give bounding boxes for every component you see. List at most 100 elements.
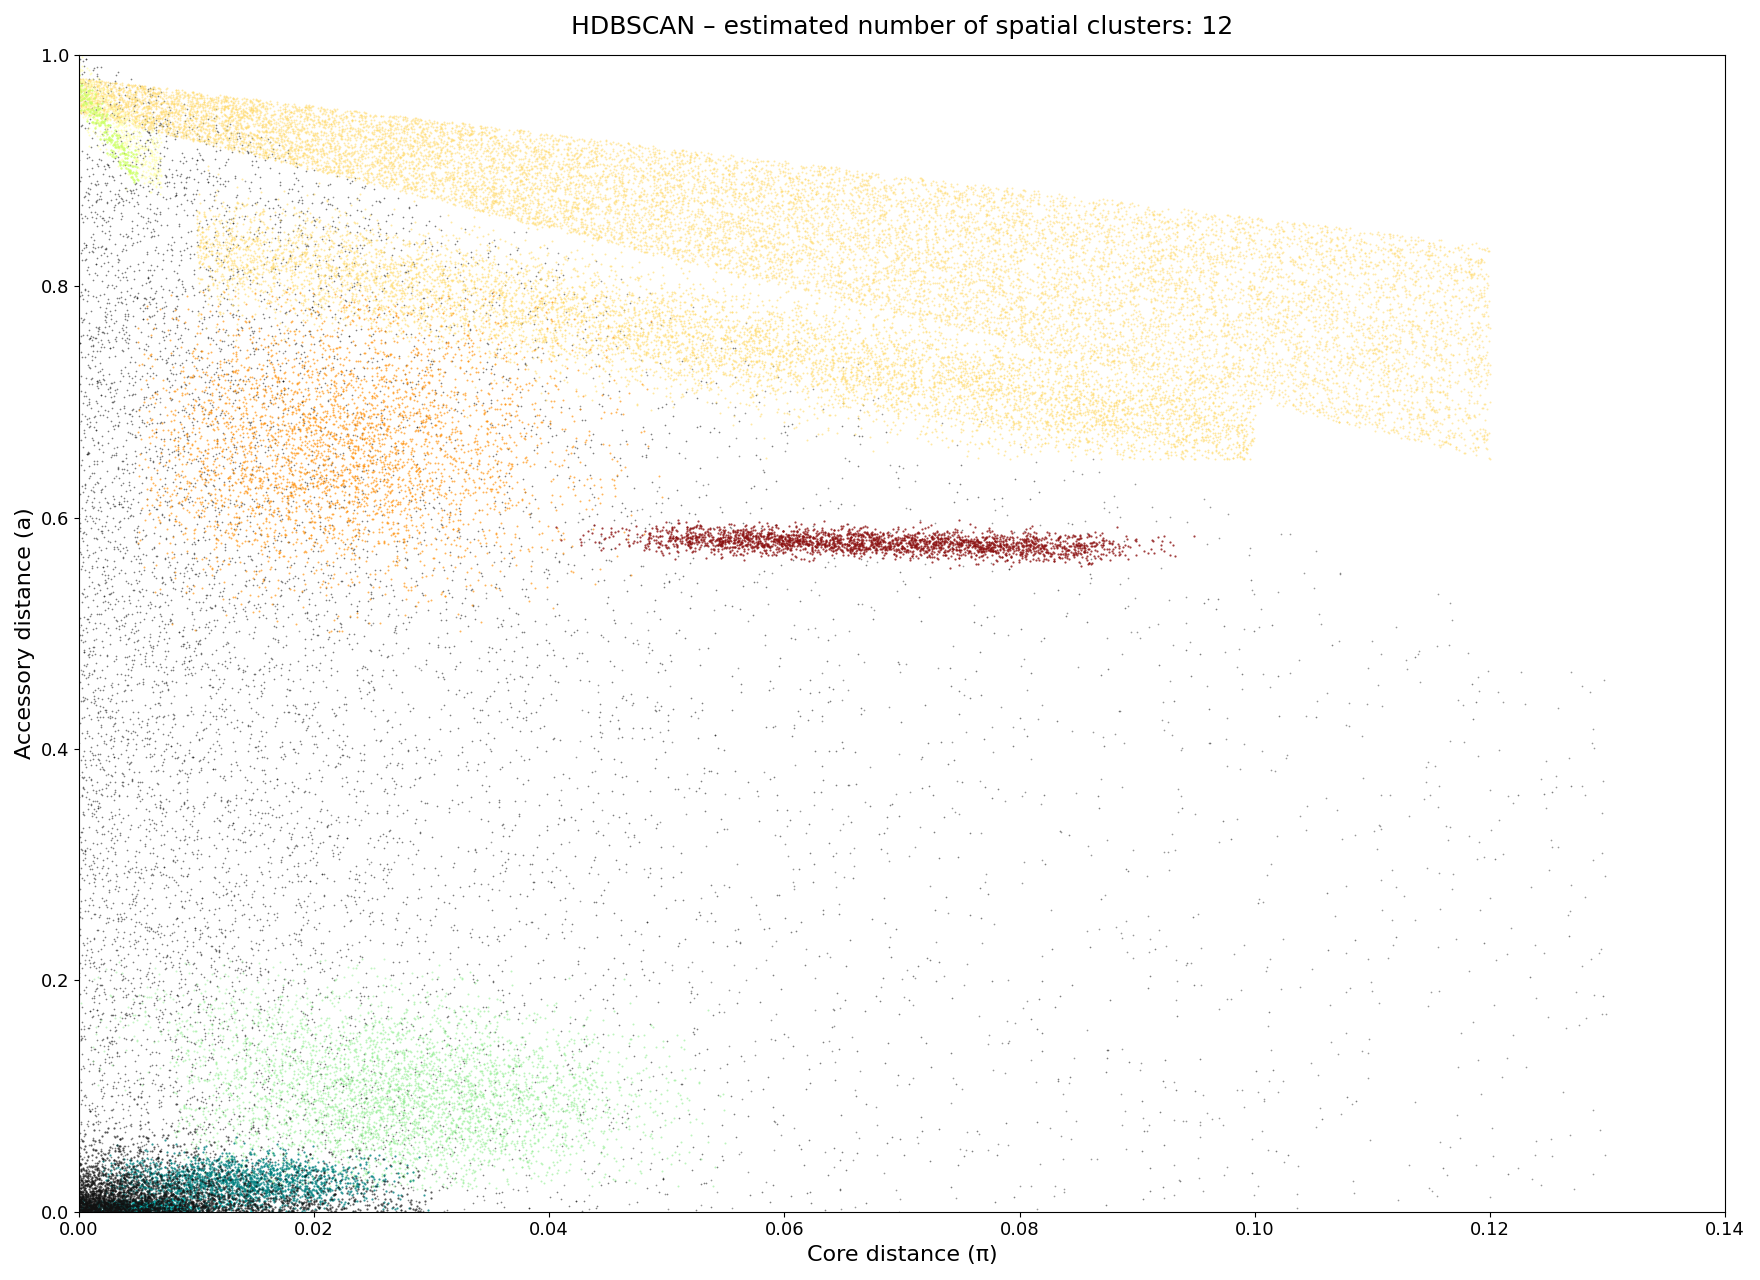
Point xyxy=(1436,593,1464,613)
Point xyxy=(253,111,282,132)
Point xyxy=(901,261,929,282)
Point xyxy=(317,394,345,415)
Point xyxy=(185,220,213,241)
Point xyxy=(1343,335,1371,356)
Point xyxy=(141,897,169,918)
Point xyxy=(252,580,280,600)
Point xyxy=(1223,306,1251,326)
Point xyxy=(178,1178,206,1198)
Point xyxy=(111,648,139,668)
Point xyxy=(1086,525,1114,545)
Point xyxy=(236,465,264,485)
Point xyxy=(1132,420,1160,440)
Point xyxy=(825,161,854,182)
Point xyxy=(836,543,864,563)
Point xyxy=(259,1176,287,1197)
Point xyxy=(1096,215,1125,236)
Point xyxy=(188,1029,216,1050)
Point xyxy=(320,1147,348,1167)
Point xyxy=(1177,303,1206,324)
Point xyxy=(868,328,896,348)
Point xyxy=(788,212,817,233)
Point xyxy=(530,1068,558,1088)
Point xyxy=(422,253,451,274)
Point xyxy=(887,532,915,553)
Point xyxy=(209,111,238,132)
Point xyxy=(530,183,558,204)
Point xyxy=(972,539,1000,559)
Point xyxy=(891,527,919,548)
Point xyxy=(523,163,551,183)
Point xyxy=(378,255,407,275)
Point xyxy=(326,292,354,312)
Point xyxy=(334,1180,363,1201)
Point xyxy=(334,425,363,445)
Point xyxy=(421,131,449,151)
Point xyxy=(296,1105,324,1125)
Point xyxy=(783,531,811,552)
Point xyxy=(744,536,773,557)
Point xyxy=(199,91,227,111)
Point xyxy=(1012,215,1040,236)
Point xyxy=(746,204,774,224)
Point xyxy=(1017,424,1045,444)
Point xyxy=(1174,389,1202,410)
Point xyxy=(551,1125,579,1146)
Point xyxy=(746,526,774,547)
Point xyxy=(496,204,524,224)
Point xyxy=(407,142,435,163)
Point xyxy=(530,175,558,196)
Point xyxy=(252,142,280,163)
Point xyxy=(180,467,208,488)
Point xyxy=(496,1056,524,1076)
Point xyxy=(744,184,773,205)
Point xyxy=(479,187,507,207)
Point xyxy=(202,1110,231,1130)
Point xyxy=(285,1088,313,1108)
Point xyxy=(234,1185,262,1206)
Point xyxy=(373,123,401,143)
Point xyxy=(1030,195,1058,215)
Point xyxy=(273,1152,301,1172)
Point xyxy=(93,1196,121,1216)
Point xyxy=(90,1165,118,1185)
Point xyxy=(433,146,461,166)
Point xyxy=(392,517,421,538)
Point xyxy=(290,782,319,803)
Point xyxy=(493,375,521,396)
Point xyxy=(155,1190,183,1211)
Point xyxy=(111,1199,139,1220)
Point xyxy=(614,531,642,552)
Point xyxy=(1331,397,1359,417)
Point xyxy=(201,1176,229,1197)
Point xyxy=(253,1158,282,1179)
Point xyxy=(308,1171,336,1192)
Point xyxy=(384,381,412,402)
Point xyxy=(1357,251,1385,271)
Point xyxy=(1382,339,1410,360)
Point xyxy=(452,244,480,265)
Point xyxy=(463,554,491,575)
Point xyxy=(1058,461,1086,481)
Point xyxy=(229,428,257,448)
Point xyxy=(174,1175,202,1196)
Point xyxy=(389,120,417,141)
Point xyxy=(1128,433,1156,453)
Point xyxy=(1278,214,1306,234)
Point xyxy=(1489,692,1517,713)
Point xyxy=(1241,370,1269,390)
Point xyxy=(76,92,104,113)
Point xyxy=(350,1048,378,1069)
Point xyxy=(215,1187,243,1207)
Point xyxy=(1225,416,1253,436)
Point xyxy=(502,250,530,270)
Point xyxy=(292,248,320,269)
Point xyxy=(797,362,825,383)
Point xyxy=(102,444,130,465)
Point xyxy=(1241,338,1269,358)
Point xyxy=(1072,536,1100,557)
Point xyxy=(790,532,818,553)
Point xyxy=(250,1193,278,1213)
Point xyxy=(232,576,260,596)
Point xyxy=(208,193,236,214)
